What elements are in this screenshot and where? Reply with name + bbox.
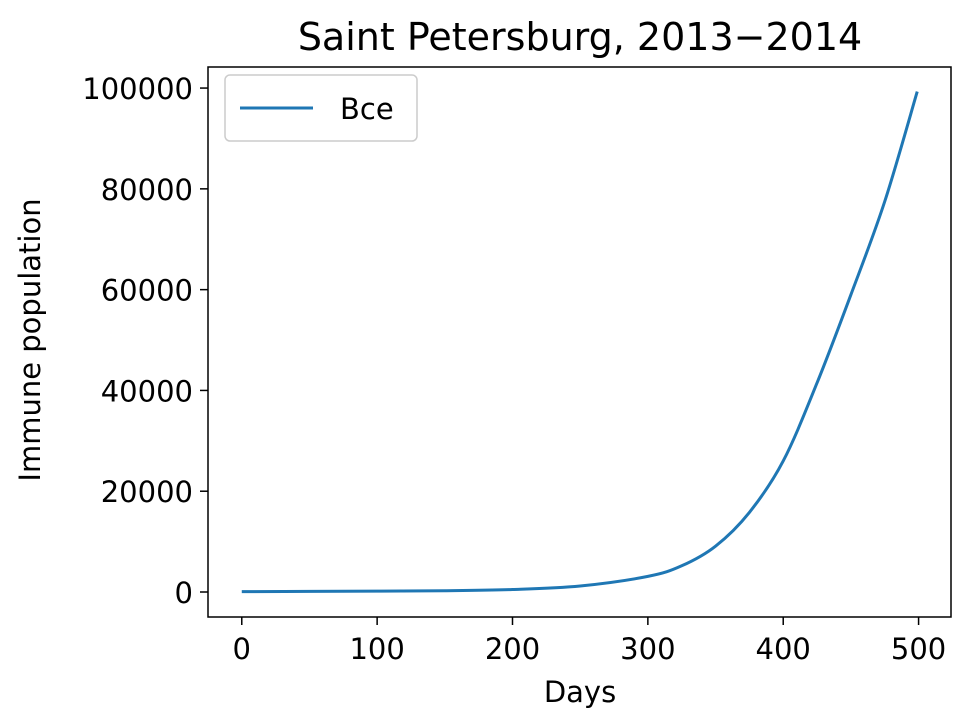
y-tick-label: 40000 bbox=[101, 374, 193, 408]
x-tick-label: 300 bbox=[620, 632, 675, 666]
y-tick-label: 20000 bbox=[101, 475, 193, 509]
y-tick-label: 80000 bbox=[101, 173, 193, 207]
x-tick-label: 100 bbox=[349, 632, 404, 666]
y-axis: 0 20000 40000 60000 80000 100000 bbox=[82, 72, 208, 610]
plot-area bbox=[207, 66, 952, 618]
chart-title: Saint Petersburg, 2013−2014 bbox=[298, 15, 862, 59]
axes-frame bbox=[207, 66, 952, 618]
y-axis-label: Immune population bbox=[13, 198, 47, 481]
x-axis-label: Days bbox=[544, 675, 616, 709]
x-tick-label: 200 bbox=[485, 632, 540, 666]
x-tick-label: 0 bbox=[233, 632, 251, 666]
y-tick-label: 100000 bbox=[82, 72, 193, 106]
y-tick-label: 0 bbox=[175, 576, 193, 610]
x-tick-label: 500 bbox=[891, 632, 946, 666]
series-line bbox=[241, 91, 919, 594]
legend-label: Все bbox=[340, 92, 394, 126]
x-tick-label: 400 bbox=[756, 632, 811, 666]
legend: Все bbox=[224, 74, 418, 142]
y-tick-label: 60000 bbox=[101, 274, 193, 308]
x-axis: 0 100 200 300 400 500 bbox=[233, 617, 946, 666]
legend-box bbox=[224, 74, 418, 142]
